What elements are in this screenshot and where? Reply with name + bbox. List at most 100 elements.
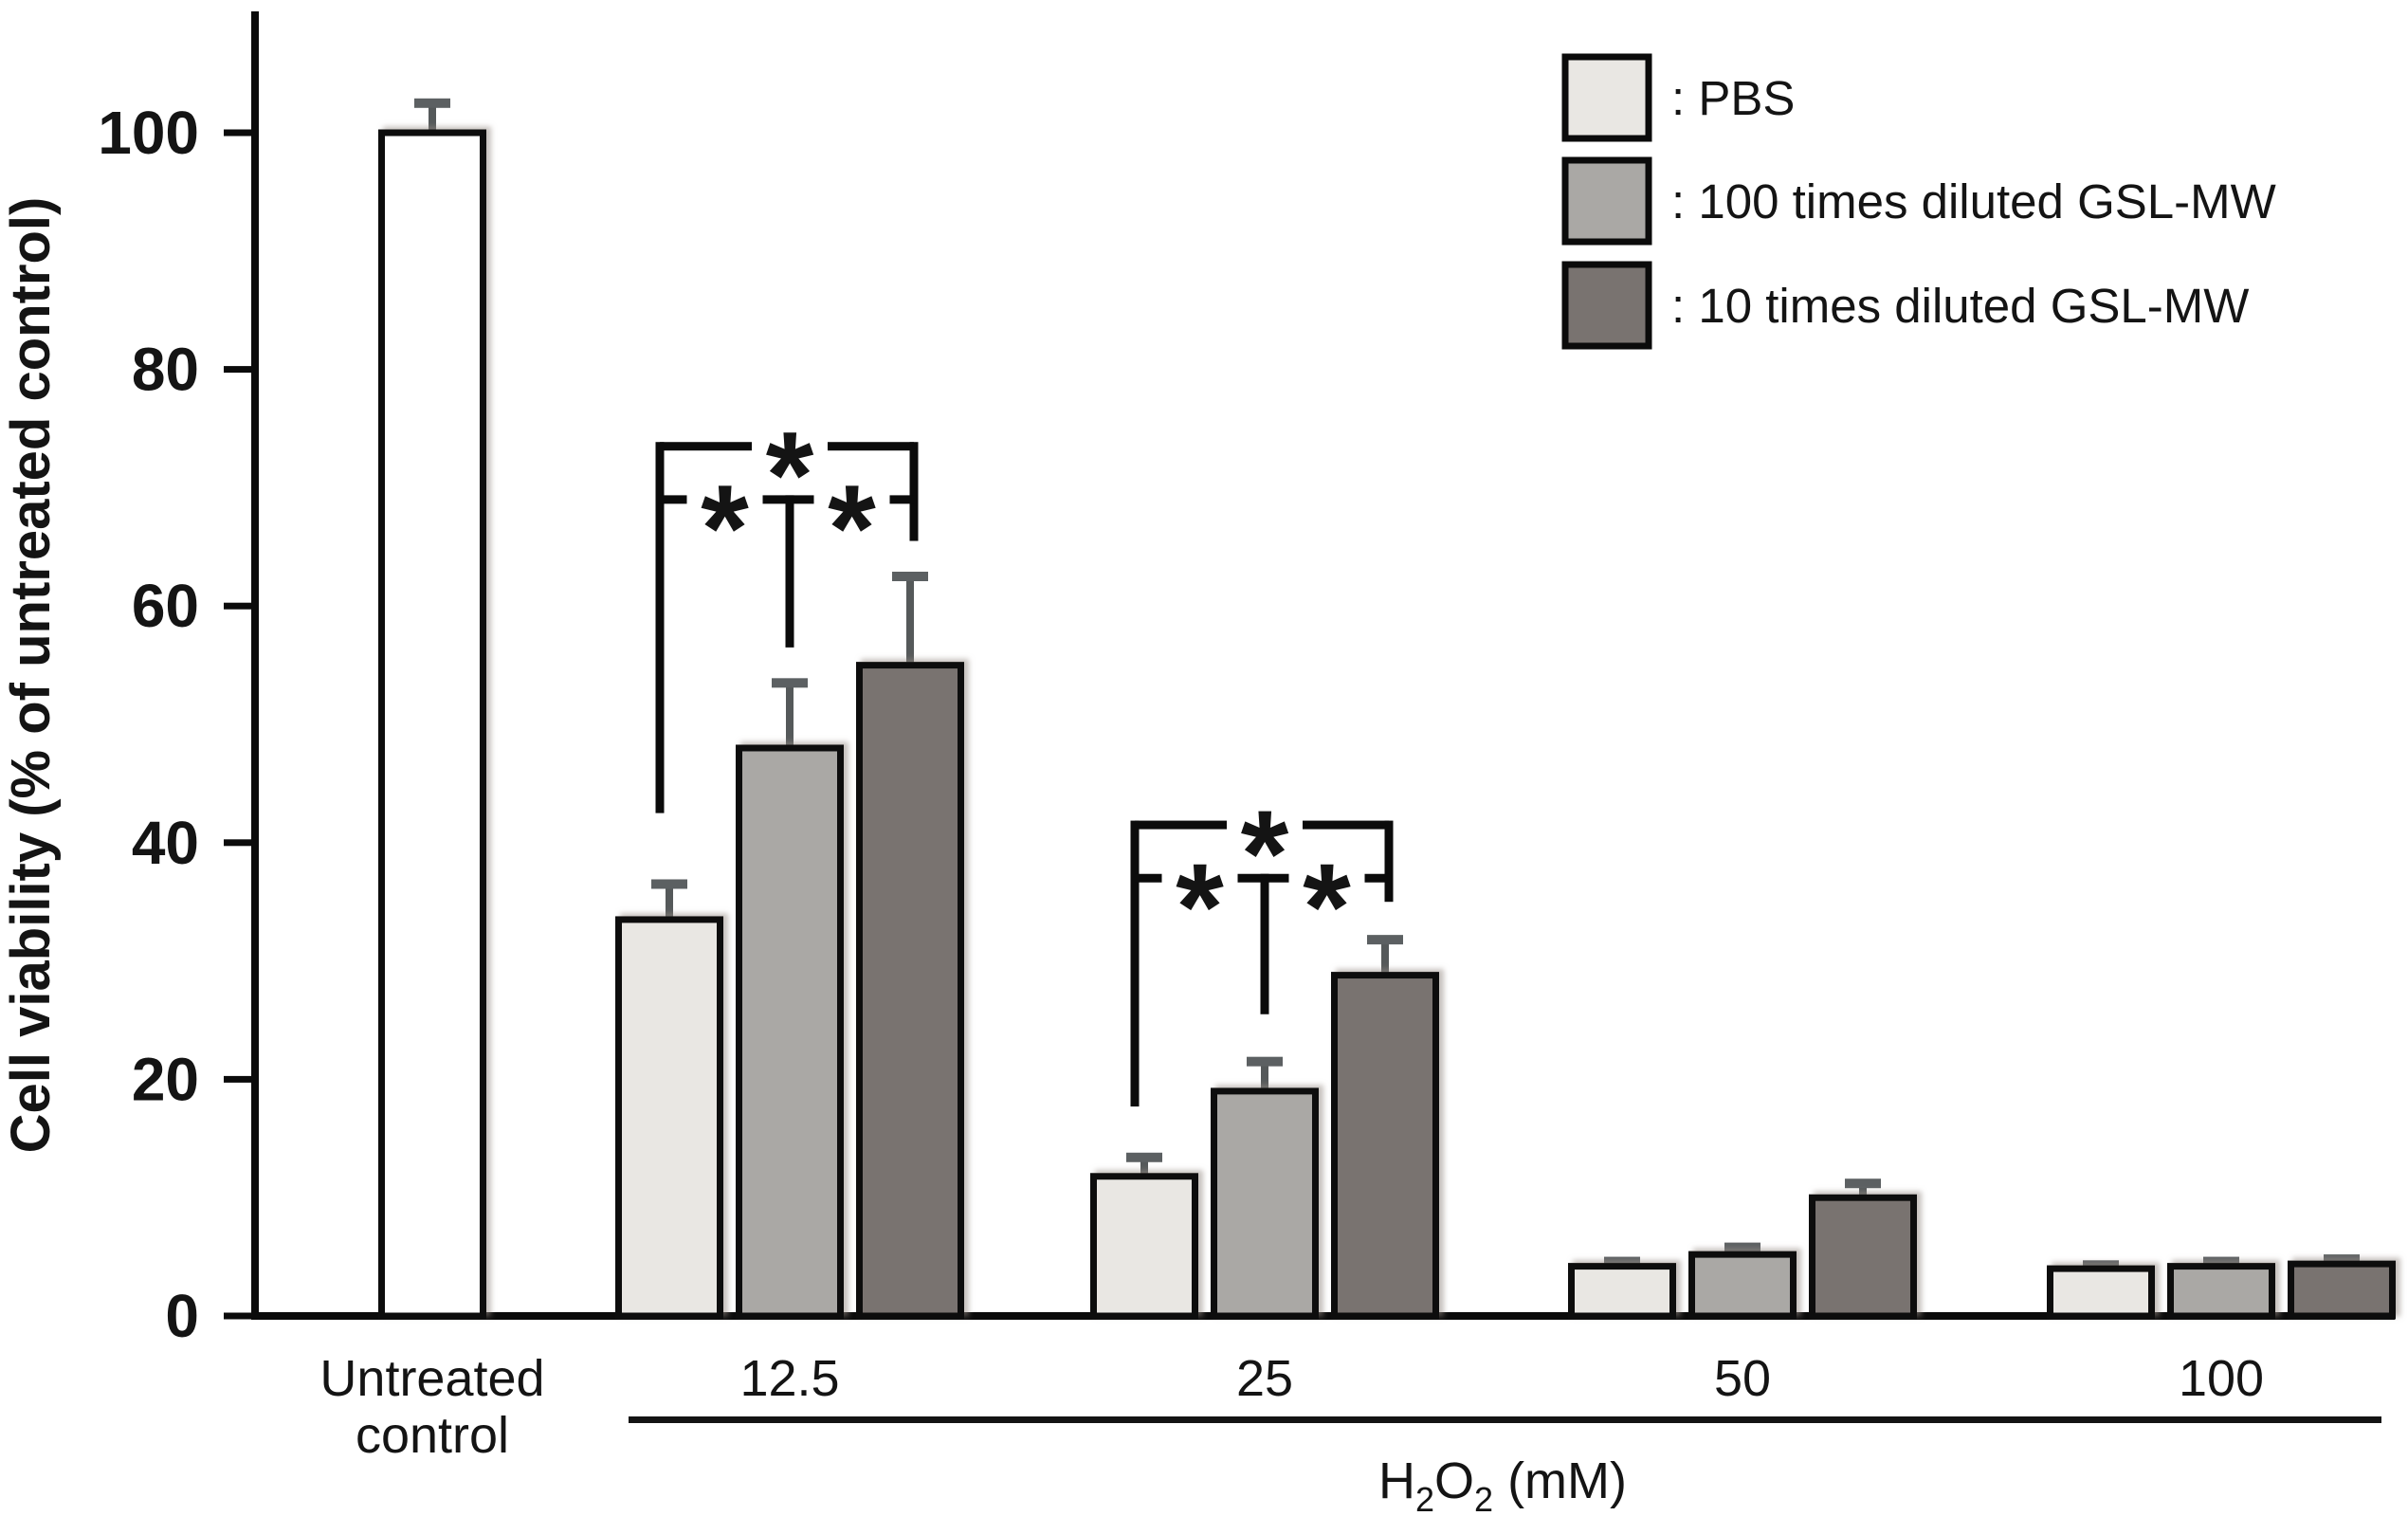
y-tick-label: 60 [132, 572, 199, 640]
bracket-line [1303, 820, 1389, 830]
bar-untreated-control-error-stem [429, 102, 436, 138]
bar-100-pbs-error-cap [2083, 1260, 2119, 1270]
y-tick-mark [224, 839, 251, 847]
y-tick-mark [224, 1075, 251, 1083]
significance-star: * [1176, 837, 1224, 976]
x-category-label-50: 50 [1714, 1350, 1771, 1407]
bar-50-10-times-diluted-gsl-mw-error-stem [1859, 1183, 1867, 1204]
bar-untreated-control-rect [378, 129, 486, 1320]
y-tick-mark [224, 602, 251, 610]
legend-item-1: : 100 times diluted GSL-MW [1561, 156, 2276, 246]
bar-25-pbs [1090, 1152, 1198, 1320]
bar-12.5-pbs [615, 879, 723, 1320]
bar-12.5-100-times-diluted-gsl-mw-error-stem [786, 683, 794, 754]
x-category-label-25: 25 [1236, 1350, 1293, 1407]
bracket-line [828, 442, 914, 451]
significance-star: * [701, 459, 749, 597]
y-tick-label: 80 [132, 336, 199, 404]
bar-12.5-10-times-diluted-gsl-mw-error-stem [906, 576, 914, 671]
legend-item-0: : PBS [1561, 53, 1795, 142]
y-tick-mark [224, 1312, 251, 1320]
x-category-label-untreated-control: control [356, 1407, 509, 1464]
bar-100-10-times-diluted-gsl-mw [2288, 1254, 2396, 1320]
y-tick-label: 100 [98, 99, 199, 167]
x-axis-title: H2O2 (mM) [1378, 1452, 1627, 1516]
bar-untreated-control [378, 98, 486, 1320]
bar-12.5-100-times-diluted-gsl-mw-error-cap [772, 678, 808, 688]
bar-25-pbs-error-stem [1140, 1157, 1148, 1182]
bars [378, 98, 2396, 1320]
bar-12.5-pbs-rect [615, 916, 723, 1320]
bar-100-100-times-diluted-gsl-mw-error-cap [2203, 1256, 2239, 1267]
bar-25-10-times-diluted-gsl-mw-error-cap [1367, 935, 1403, 945]
legend-label-2: : 10 times diluted GSL-MW [1671, 279, 2249, 333]
significance-bracket-25: ** * [1130, 784, 1394, 1107]
bar-12.5-100-times-diluted-gsl-mw-rect [736, 744, 844, 1320]
legend: : PBS : 100 times diluted GSL-MW : 10 time… [1561, 53, 2276, 350]
legend-item-2: : 10 times diluted GSL-MW [1561, 261, 2249, 350]
y-tick-label: 40 [132, 809, 199, 877]
bar-25-100-times-diluted-gsl-mw-error-stem [1261, 1061, 1268, 1097]
significance-bracket-12.5: ** * [655, 406, 919, 813]
x-category-label-12.5: 12.5 [739, 1350, 839, 1407]
bar-50-100-times-diluted-gsl-mw-rect [1688, 1251, 1797, 1320]
bar-25-10-times-diluted-gsl-mw-error-stem [1381, 940, 1389, 981]
bar-untreated-control-error-cap [414, 98, 450, 108]
bracket-line [660, 442, 752, 451]
bar-12.5-10-times-diluted-gsl-mw [856, 572, 964, 1320]
legend-swatch-2 [1561, 261, 1652, 350]
y-tick-label: 0 [165, 1282, 199, 1350]
bar-100-pbs-rect [2047, 1265, 2155, 1320]
bar-50-pbs-error-cap [1604, 1256, 1640, 1267]
bar-50-pbs-rect [1568, 1263, 1676, 1320]
bar-50-10-times-diluted-gsl-mw [1809, 1178, 1917, 1320]
y-tick-label: 20 [132, 1045, 199, 1113]
y-tick-mark [224, 129, 251, 137]
bracket-line [785, 495, 794, 648]
bracket-line [909, 442, 919, 541]
axes: 0 20 40 60 80 100 Cell viability (% of untreat… [0, 11, 2395, 1350]
bar-50-100-times-diluted-gsl-mw [1688, 1242, 1797, 1320]
bar-50-10-times-diluted-gsl-mw-error-cap [1845, 1178, 1881, 1189]
bar-25-10-times-diluted-gsl-mw-rect [1331, 972, 1439, 1320]
legend-swatch-1 [1561, 156, 1652, 246]
bar-100-100-times-diluted-gsl-mw-rect [2167, 1263, 2275, 1320]
bar-12.5-100-times-diluted-gsl-mw [736, 678, 844, 1320]
bracket-line [1130, 820, 1140, 1107]
bracket-line [1260, 873, 1269, 1014]
significance-star: * [1303, 837, 1351, 976]
bracket-line [889, 495, 914, 504]
bar-100-pbs [2047, 1260, 2155, 1320]
bracket-line [1364, 873, 1389, 883]
bar-12.5-pbs-error-cap [651, 879, 687, 889]
bar-25-100-times-diluted-gsl-mw-error-cap [1247, 1056, 1283, 1067]
y-axis-title: Cell viability (% of untreated control) [0, 197, 62, 1154]
bracket-line [1135, 820, 1227, 830]
h2o2-group-line [629, 1416, 2381, 1423]
bracket-line [660, 495, 687, 504]
bar-12.5-pbs-error-stem [666, 884, 673, 925]
bar-100-100-times-diluted-gsl-mw [2167, 1256, 2275, 1320]
bar-25-100-times-diluted-gsl-mw-rect [1211, 1087, 1319, 1320]
significance-star: * [828, 459, 876, 597]
bar-25-pbs-rect [1090, 1173, 1198, 1320]
y-axis-line [251, 11, 259, 1320]
x-category-label-100: 100 [2179, 1350, 2264, 1407]
x-category-label-untreated-control: Untreated [319, 1350, 544, 1407]
bar-12.5-10-times-diluted-gsl-mw-rect [856, 662, 964, 1320]
bar-50-10-times-diluted-gsl-mw-rect [1809, 1194, 1917, 1320]
bar-100-10-times-diluted-gsl-mw-error-cap [2324, 1254, 2360, 1265]
bar-12.5-10-times-diluted-gsl-mw-error-cap [892, 572, 928, 581]
bracket-line [655, 442, 665, 813]
bar-100-10-times-diluted-gsl-mw-rect [2288, 1260, 2396, 1320]
bar-25-100-times-diluted-gsl-mw [1211, 1056, 1319, 1320]
bar-25-10-times-diluted-gsl-mw [1331, 935, 1439, 1320]
y-tick-mark [224, 366, 251, 374]
legend-label-0: : PBS [1671, 71, 1795, 125]
bracket-line [1135, 873, 1162, 883]
bar-50-pbs [1568, 1256, 1676, 1320]
x-axis-line [251, 1312, 2395, 1320]
